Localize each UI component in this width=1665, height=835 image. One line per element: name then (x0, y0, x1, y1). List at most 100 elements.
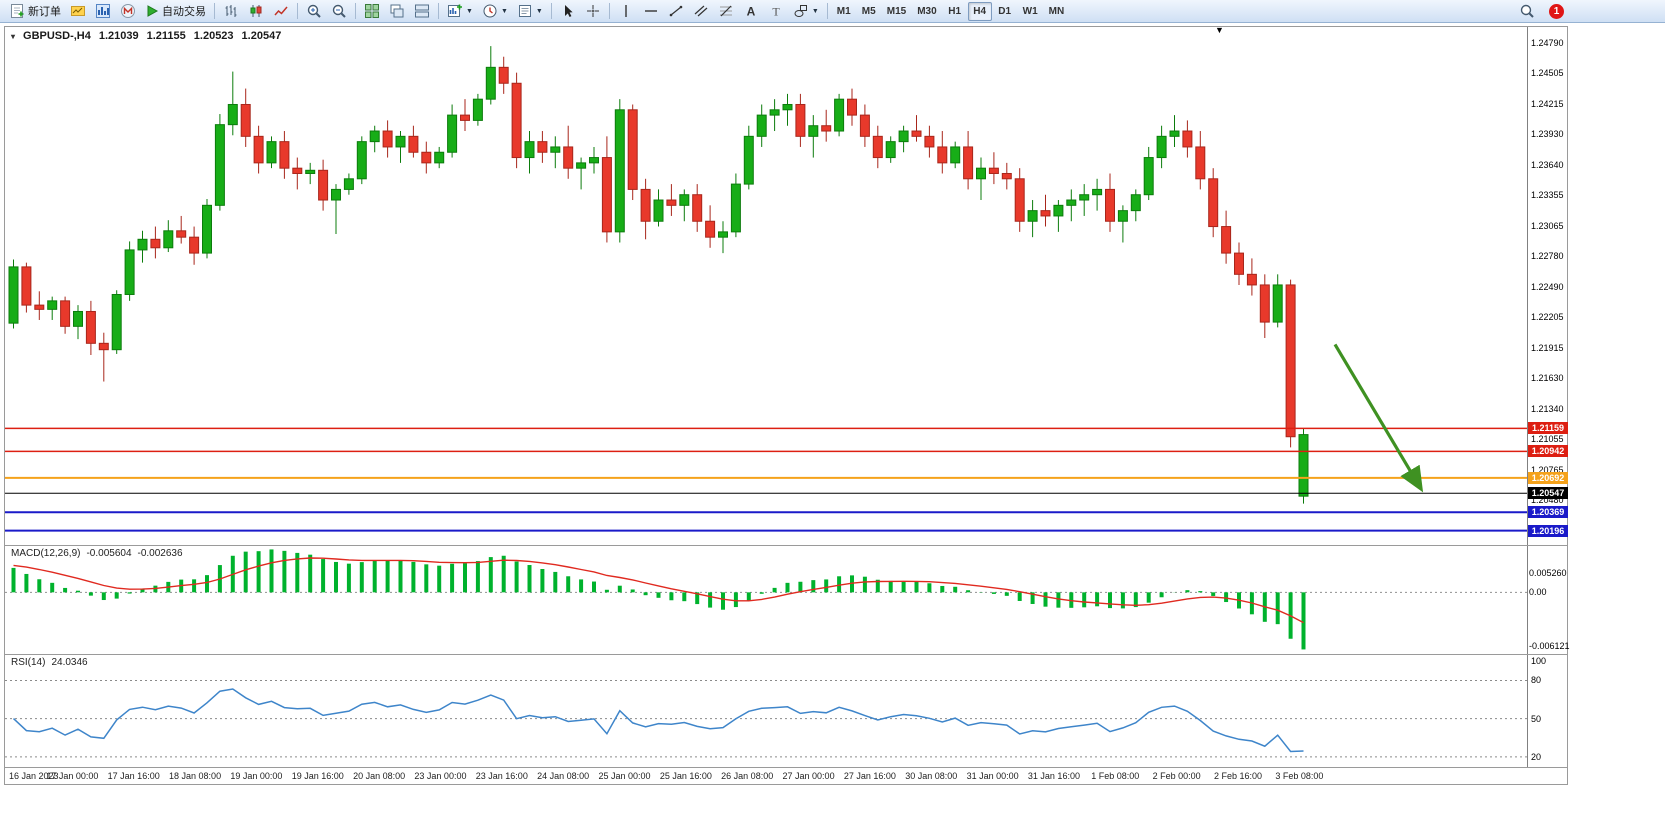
time-axis-label: 31 Jan 00:00 (966, 771, 1019, 781)
charts-button[interactable] (91, 1, 115, 21)
channel-tool-button[interactable] (689, 1, 713, 21)
rsi-axis[interactable]: 100 80 50 20 (1527, 655, 1567, 767)
time-axis-label: 23 Jan 00:00 (414, 771, 467, 781)
price-axis[interactable]: 1.24790 1.24505 1.24215 1.23930 1.23640 1.233… (1527, 27, 1568, 545)
vertical-line-tool-button[interactable] (614, 1, 638, 21)
timeframe-button-m30[interactable]: M30 (917, 5, 937, 17)
time-axis-label: 23 Jan 16:00 (475, 771, 528, 781)
rsi-axis-label: 80 (1531, 675, 1542, 686)
macd-axis-label: -0.006121 (1529, 641, 1570, 651)
cascade-windows-button[interactable] (385, 1, 409, 21)
toolbar-separator (608, 3, 610, 19)
chevron-down-icon: ▼ (500, 7, 508, 15)
new-order-button[interactable]: 新订单 (5, 1, 65, 21)
zoom-out-icon (331, 3, 347, 19)
pane-splitter[interactable] (5, 654, 1567, 655)
rsi-axis-label: 50 (1531, 713, 1542, 724)
chevron-down-icon: ▼ (535, 7, 543, 15)
timeframe-button-h4[interactable]: H4 (967, 1, 992, 21)
timeframe-button-w1[interactable]: W1 (1022, 5, 1038, 17)
horizontal-line-tool-button[interactable] (639, 1, 663, 21)
rsi-name: RSI(14) (11, 657, 46, 668)
new-order-label: 新订单 (28, 6, 61, 18)
timeframe-button-h1[interactable]: H1 (948, 5, 962, 17)
time-axis-label: 26 Jan 08:00 (721, 771, 774, 781)
zoom-in-icon (306, 3, 322, 19)
community-button[interactable] (116, 1, 140, 21)
rsi-value: 24.0346 (51, 657, 88, 668)
pane-splitter[interactable] (5, 545, 1567, 546)
tile-windows-button[interactable] (360, 1, 384, 21)
price-tick: 1.24790 (1531, 37, 1564, 48)
shapes-dropdown[interactable]: ▼ (789, 1, 823, 21)
bar-chart-icon (223, 3, 239, 19)
timeframe-group: M1 M5 M15 M30 H1 H4 D1 W1 MN (832, 1, 1069, 21)
new-chart-dropdown[interactable]: ▼ (443, 1, 477, 21)
rsi-axis-label: 100 (1531, 656, 1547, 666)
time-axis-label: 27 Jan 00:00 (782, 771, 835, 781)
search-button[interactable] (1515, 1, 1539, 21)
time-axis-label: 2 Feb 16:00 (1213, 771, 1263, 781)
candlestick-mode-button[interactable] (244, 1, 268, 21)
timeframe-button-m5[interactable]: M5 (861, 5, 876, 17)
new-chart-icon (447, 3, 463, 19)
timeframe-button-d1[interactable]: D1 (998, 5, 1012, 17)
time-axis-label: 30 Jan 08:00 (905, 771, 958, 781)
charts-icon (95, 3, 111, 19)
periods-dropdown[interactable]: ▼ (478, 1, 512, 21)
price-tick: 1.21340 (1531, 404, 1564, 415)
quotes-icon (70, 3, 86, 19)
text-tool-button[interactable]: A (739, 1, 763, 21)
rsi-chart[interactable] (5, 655, 1527, 767)
toolbar-separator (214, 3, 215, 19)
label-tool-button[interactable]: T (764, 1, 788, 21)
low-value: 1.20523 (193, 30, 234, 42)
candlestick-icon (248, 3, 264, 19)
price-tick: 1.20480 (1531, 495, 1564, 506)
candlestick-chart[interactable] (5, 27, 1527, 545)
line-chart-icon (273, 3, 289, 19)
timeframe-button-m15[interactable]: M15 (886, 5, 907, 17)
fibonacci-tool-button[interactable] (714, 1, 738, 21)
main-toolbar: 新订单 自动交易 ▼ ▼ ▼ A T ▼ M1 M5 M15 M30 H1 H4 D1 W1 M… (0, 0, 1665, 23)
timeframe-button-mn[interactable]: MN (1048, 5, 1065, 17)
chart-shift-marker[interactable]: ▼ (1215, 25, 1224, 35)
zoom-out-button[interactable] (327, 1, 351, 21)
toolbar-separator (826, 3, 828, 19)
high-value: 1.21155 (146, 30, 186, 42)
quotes-button[interactable] (66, 1, 90, 21)
time-axis-label: 2 Feb 00:00 (1152, 771, 1201, 781)
timeframe-button-m1[interactable]: M1 (836, 5, 851, 17)
time-axis-label: 20 Jan 08:00 (353, 771, 406, 781)
time-axis-label: 27 Jan 16:00 (843, 771, 896, 781)
zoom-in-button[interactable] (302, 1, 326, 21)
macd-axis[interactable]: 0.005260 0.00 -0.006121 (1527, 546, 1570, 654)
price-line-badge: 1.20942 (1528, 445, 1568, 458)
new-order-icon (9, 3, 25, 19)
cursor-tool-button[interactable] (556, 1, 580, 21)
cascade-windows-icon (389, 3, 405, 19)
toolbar-separator (355, 3, 356, 19)
notification-badge[interactable]: 1 (1549, 3, 1564, 19)
fibonacci-icon (718, 3, 734, 19)
open-value: 1.21039 (98, 30, 139, 42)
trendline-tool-button[interactable] (664, 1, 688, 21)
time-axis[interactable]: 16 Jan 2023 17 Jan 00:00 17 Jan 16:00 18 Ja… (5, 768, 1567, 784)
macd-value-main: -0.005604 (86, 548, 132, 559)
bar-chart-mode-button[interactable] (219, 1, 243, 21)
window-menu-icon[interactable]: ▾ (11, 31, 16, 41)
autotrading-button[interactable]: 自动交易 (141, 1, 210, 21)
time-axis-label: 3 Feb 08:00 (1275, 771, 1324, 781)
price-tick: 1.22205 (1531, 312, 1564, 323)
macd-chart[interactable] (5, 546, 1527, 654)
macd-label: MACD(12,26,9) -0.005604 -0.002636 (11, 548, 183, 559)
macd-pane: MACD(12,26,9) -0.005604 -0.002636 0.0052… (5, 546, 1570, 654)
templates-dropdown[interactable]: ▼ (513, 1, 547, 21)
price-line-badge: 1.20692 (1528, 471, 1568, 484)
autotrading-label: 自动交易 (162, 6, 206, 18)
line-chart-mode-button[interactable] (269, 1, 293, 21)
tile-horizontal-button[interactable] (410, 1, 434, 21)
pane-splitter[interactable] (5, 767, 1567, 768)
crosshair-tool-button[interactable] (581, 1, 605, 21)
rsi-pane: RSI(14) 24.0346 100 80 50 20 (5, 655, 1567, 767)
